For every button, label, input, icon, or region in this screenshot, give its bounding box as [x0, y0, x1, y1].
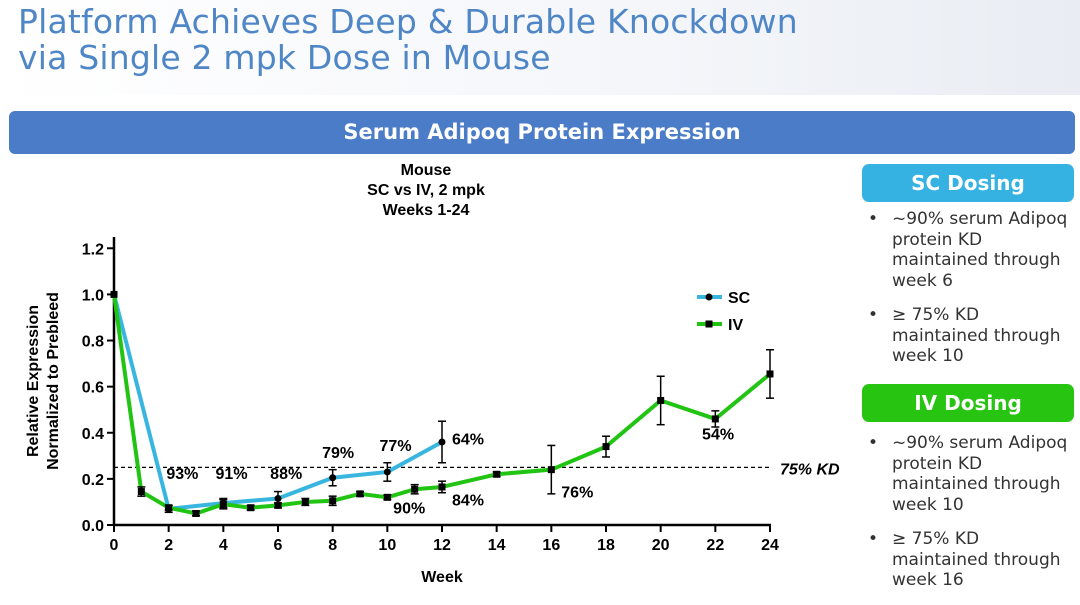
slide-title-line1: Platform Achieves Deep & Durable Knockdo…: [18, 2, 798, 41]
y-tick-label: 1.2: [82, 241, 104, 258]
knockdown-percent-label: 54%: [702, 427, 734, 444]
legend-iv-marker: [705, 320, 713, 328]
y-tick-label: 1.0: [82, 287, 104, 304]
sc-bullet-2: ≥ 75% KD maintained through week 10: [868, 305, 1078, 367]
y-tick-label: 0.0: [82, 518, 104, 535]
iv-data-point: [301, 498, 309, 506]
sc-data-point: [329, 474, 337, 482]
iv-data-point: [137, 488, 145, 496]
knockdown-percent-label: 93%: [166, 466, 198, 483]
iv-data-point: [438, 483, 446, 491]
iv-data-point: [356, 490, 364, 498]
iv-data-point: [493, 470, 501, 478]
x-tick-label: 6: [274, 537, 283, 554]
chart: Mouse SC vs IV, 2 mpk Weeks 1-24 Relativ…: [25, 162, 840, 586]
iv-data-point: [711, 415, 719, 423]
y-tick-label: 0.4: [82, 426, 104, 443]
x-tick-label: 24: [761, 537, 779, 554]
y-tick-label: 0.2: [82, 472, 104, 489]
iv-dosing-heading: IV Dosing: [862, 384, 1074, 422]
sc-dosing-heading: SC Dosing: [862, 164, 1074, 202]
sc-data-point: [274, 494, 282, 502]
iv-data-point: [219, 500, 227, 508]
slide-title-line2: via Single 2 mpk Dose in Mouse: [18, 38, 551, 77]
x-tick-label: 18: [597, 537, 615, 554]
iv-data-point: [766, 370, 774, 378]
knockdown-percent-label: 79%: [322, 445, 354, 462]
y-tick-label: 0.8: [82, 334, 104, 351]
iv-dosing-bullets: ~90% serum Adipoq protein KD maintained …: [868, 433, 1078, 605]
iv-data-point: [165, 504, 173, 512]
iv-data-point: [657, 396, 665, 404]
legend-sc-label: SC: [728, 290, 751, 307]
iv-data-point: [383, 493, 391, 501]
x-tick-label: 0: [110, 537, 119, 554]
iv-data-point: [602, 443, 610, 451]
knockdown-percent-label: 90%: [393, 500, 425, 517]
x-tick-label: 12: [433, 537, 451, 554]
sc-dosing-bullets: ~90% serum Adipoq protein KD maintained …: [868, 209, 1078, 381]
sc-data-point: [438, 438, 446, 446]
iv-data-point: [547, 466, 555, 474]
chart-title-line1: Mouse: [401, 162, 452, 179]
knockdown-percent-label: 84%: [452, 492, 484, 509]
iv-data-point: [329, 497, 337, 505]
x-tick-label: 10: [378, 537, 396, 554]
y-tick-label: 0.6: [82, 380, 104, 397]
iv-data-point: [274, 501, 282, 509]
chart-title-line3: Weeks 1-24: [383, 202, 470, 219]
iv-data-point: [411, 485, 419, 493]
x-axis-label: Week: [421, 569, 463, 586]
knockdown-percent-label: 77%: [380, 438, 412, 455]
reference-line-label: 75% KD: [780, 461, 840, 478]
iv-data-point: [247, 504, 255, 512]
sc-bullet-1: ~90% serum Adipoq protein KD maintained …: [868, 209, 1078, 291]
iv-data-point: [110, 290, 118, 298]
x-tick-label: 2: [164, 537, 173, 554]
x-tick-label: 22: [706, 537, 724, 554]
knockdown-percent-label: 91%: [216, 466, 248, 483]
y-axis-label-line2: Normalized to Prebleed: [45, 292, 62, 470]
chart-title-line2: SC vs IV, 2 mpk: [367, 182, 485, 199]
knockdown-percent-label: 88%: [270, 466, 302, 483]
y-axis-label-line1: Relative Expression: [25, 305, 42, 457]
knockdown-percent-label: 64%: [452, 431, 484, 448]
x-tick-label: 16: [542, 537, 560, 554]
section-banner: Serum Adipoq Protein Expression: [9, 111, 1075, 154]
legend-iv-label: IV: [728, 317, 743, 334]
title-band: [0, 0, 1080, 95]
x-tick-label: 8: [328, 537, 337, 554]
x-tick-label: 4: [219, 537, 228, 554]
knockdown-percent-label: 76%: [561, 484, 593, 501]
iv-data-point: [192, 509, 200, 517]
legend: SC IV: [697, 290, 751, 334]
iv-bullet-1: ~90% serum Adipoq protein KD maintained …: [868, 433, 1078, 515]
iv-bullet-2: ≥ 75% KD maintained through week 16: [868, 529, 1078, 591]
sc-data-point: [383, 468, 391, 476]
legend-sc-marker: [705, 293, 713, 301]
x-tick-label: 14: [488, 537, 506, 554]
x-tick-label: 20: [652, 537, 670, 554]
